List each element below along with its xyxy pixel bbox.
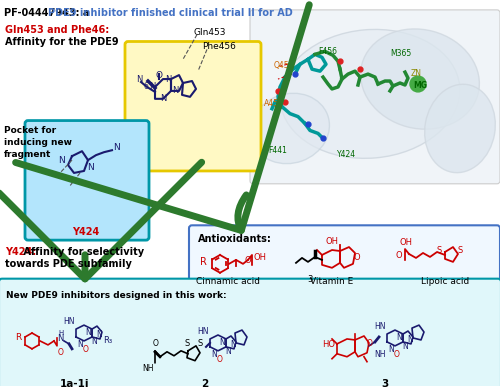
- Text: O: O: [153, 339, 159, 348]
- Text: HN: HN: [374, 322, 386, 331]
- Text: NH: NH: [142, 364, 154, 373]
- FancyBboxPatch shape: [25, 120, 149, 240]
- Text: N: N: [225, 347, 231, 356]
- Text: O: O: [58, 348, 64, 357]
- Text: Gln453 and Phe46:: Gln453 and Phe46:: [5, 25, 109, 35]
- Text: R₃: R₃: [103, 336, 112, 345]
- Text: Lipoic acid: Lipoic acid: [421, 277, 469, 286]
- Text: S: S: [184, 339, 190, 348]
- Text: O: O: [217, 355, 223, 364]
- Text: Gln453: Gln453: [193, 28, 226, 37]
- Text: towards PDE subfamily: towards PDE subfamily: [5, 259, 132, 269]
- Text: Vitamin E: Vitamin E: [310, 277, 354, 286]
- Text: S: S: [458, 246, 463, 255]
- Text: N: N: [96, 330, 102, 339]
- Text: OH: OH: [400, 238, 412, 247]
- FancyBboxPatch shape: [250, 10, 500, 184]
- Text: O: O: [353, 253, 360, 262]
- Text: O: O: [156, 71, 162, 80]
- Text: N: N: [230, 340, 236, 349]
- Text: S: S: [437, 246, 442, 255]
- Text: 3: 3: [382, 380, 388, 389]
- Text: OH: OH: [326, 237, 338, 246]
- Text: Y424:: Y424:: [5, 247, 36, 257]
- Text: A452: A452: [264, 99, 284, 108]
- Circle shape: [410, 76, 426, 92]
- Text: Q453: Q453: [274, 61, 294, 70]
- Text: N: N: [219, 338, 225, 347]
- Text: F456: F456: [318, 47, 337, 56]
- Text: O: O: [396, 251, 402, 260]
- Text: H: H: [58, 330, 63, 336]
- Text: S: S: [198, 339, 202, 348]
- Text: Phe456: Phe456: [202, 41, 236, 50]
- FancyArrowPatch shape: [16, 5, 310, 230]
- Text: N: N: [160, 94, 166, 103]
- Text: N: N: [396, 333, 402, 342]
- Text: 1a-1i: 1a-1i: [60, 380, 90, 389]
- Text: O: O: [394, 350, 400, 359]
- Text: N: N: [58, 156, 65, 165]
- FancyBboxPatch shape: [189, 225, 500, 302]
- Text: NH: NH: [374, 350, 386, 359]
- Text: MG: MG: [413, 81, 427, 90]
- Text: N: N: [211, 350, 217, 359]
- Text: N: N: [136, 75, 142, 84]
- Text: OH: OH: [253, 253, 266, 262]
- FancyArrowPatch shape: [0, 162, 202, 279]
- Text: R: R: [15, 334, 21, 343]
- Text: 2: 2: [202, 380, 208, 389]
- Text: N: N: [407, 335, 413, 344]
- Text: F441: F441: [268, 146, 287, 155]
- Text: N: N: [57, 334, 64, 343]
- Ellipse shape: [280, 29, 460, 158]
- Text: N: N: [165, 75, 171, 84]
- Text: PF-04447943: a: PF-04447943: a: [4, 8, 93, 18]
- Text: O: O: [83, 345, 89, 354]
- Ellipse shape: [424, 84, 496, 173]
- Text: ZN: ZN: [411, 69, 422, 78]
- Text: Cinnamic acid: Cinnamic acid: [196, 277, 260, 286]
- Text: N: N: [87, 163, 94, 172]
- Text: N: N: [388, 345, 394, 354]
- Text: M365: M365: [390, 49, 411, 58]
- Text: N: N: [91, 337, 97, 346]
- Text: N: N: [85, 328, 91, 337]
- Text: 3: 3: [308, 275, 312, 284]
- Text: N: N: [113, 143, 120, 152]
- Text: R: R: [200, 257, 207, 267]
- Text: Affinity for the PDE9: Affinity for the PDE9: [5, 37, 118, 47]
- Text: HO: HO: [322, 340, 335, 349]
- Text: 6: 6: [143, 83, 148, 91]
- Text: HN: HN: [198, 327, 209, 336]
- Text: PDE9 inhibitor finished clinical trial II for AD: PDE9 inhibitor finished clinical trial I…: [48, 8, 293, 18]
- Text: O: O: [367, 339, 373, 348]
- Text: Y424: Y424: [337, 150, 356, 159]
- Text: HN: HN: [64, 317, 75, 326]
- FancyBboxPatch shape: [125, 41, 261, 171]
- Text: N: N: [149, 83, 155, 91]
- FancyBboxPatch shape: [0, 279, 500, 389]
- Text: N: N: [77, 340, 83, 349]
- Text: N: N: [402, 342, 408, 351]
- Ellipse shape: [250, 93, 330, 164]
- Text: New PDE9 inhibitors designed in this work:: New PDE9 inhibitors designed in this wor…: [6, 291, 226, 300]
- Text: N: N: [172, 86, 178, 95]
- Ellipse shape: [360, 29, 480, 129]
- Text: Y424: Y424: [72, 227, 100, 237]
- Text: Pocket for
inducing new
fragment: Pocket for inducing new fragment: [4, 127, 72, 159]
- Text: Antioxidants:: Antioxidants:: [198, 234, 272, 244]
- Text: O: O: [244, 256, 252, 265]
- Text: Affinity for selectivity: Affinity for selectivity: [20, 247, 144, 257]
